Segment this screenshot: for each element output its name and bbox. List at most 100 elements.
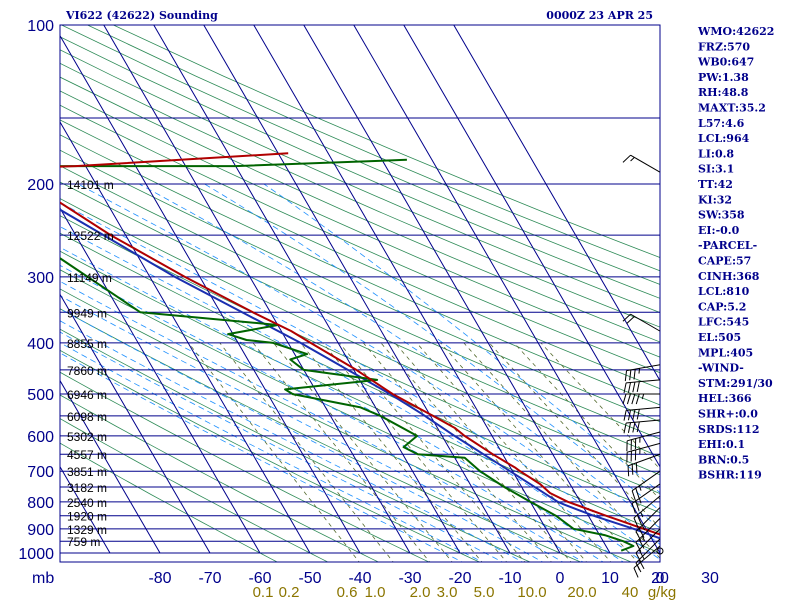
dry-adiabat-line <box>113 25 660 258</box>
isotherm-line <box>453 25 660 382</box>
pressure-axis: 100 200 300 400 500 600 700 800 900 1000 <box>18 18 54 563</box>
index-line: MPL:405 <box>698 346 753 359</box>
index-line: LFC:545 <box>698 316 749 329</box>
mixing-ratio-line <box>322 342 508 562</box>
pressure-tick-label: 300 <box>27 270 54 287</box>
wind-barb <box>622 154 661 173</box>
dry-adiabat-line <box>60 49 660 314</box>
mixing-ratio-axis: 0.1 0.2 0.6 1.0 2.0 3.0 5.0 10.0 20.0 40 g/kg <box>253 584 677 600</box>
wind-barb <box>635 538 661 573</box>
height-label: 6098 m <box>67 410 107 424</box>
height-label: 6946 m <box>67 388 107 402</box>
dry-adiabat-line <box>60 90 660 358</box>
height-label: 2540 m <box>67 496 107 510</box>
height-label: 1329 m <box>67 523 107 537</box>
isotherm-line <box>60 379 161 554</box>
index-line: STM:291/30 <box>698 377 773 390</box>
surface-wind-marker <box>656 547 664 555</box>
wind-barb <box>631 470 661 501</box>
index-line: BSHR:119 <box>698 469 762 482</box>
height-label: 8855 m <box>67 337 107 351</box>
pressure-tick-label: 200 <box>27 177 54 194</box>
moist-adiabat-line <box>60 308 544 562</box>
moist-adiabat-line <box>60 280 584 562</box>
wind-barb <box>631 483 661 514</box>
moist-adiabat-line <box>60 246 624 562</box>
index-line: KI:32 <box>698 193 732 206</box>
mixing-ratio-unit-label: g/kg <box>648 584 676 600</box>
temperature-tick-label: -70 <box>198 570 221 587</box>
index-line: LCL:810 <box>698 285 750 298</box>
pressure-tick-label: 600 <box>27 429 54 446</box>
temperature-trace-line <box>60 152 660 536</box>
isotherm-line <box>60 120 311 554</box>
index-line: SHR+:0.0 <box>698 408 758 421</box>
index-line: SRDS:112 <box>698 423 760 436</box>
index-line: -PARCEL- <box>698 239 757 252</box>
index-line: MAXT:35.2 <box>698 102 766 115</box>
pressure-unit-label: mb <box>32 570 54 587</box>
pressure-tick-label: 800 <box>27 495 54 512</box>
index-line: L57:4.6 <box>698 117 745 130</box>
dry-adiabat-line <box>60 36 660 299</box>
height-label: 4557 m <box>67 448 107 462</box>
pressure-tick-label: 900 <box>27 522 54 539</box>
moist-adiabat-line <box>60 320 524 562</box>
height-label: 14101 m <box>67 178 114 192</box>
moist-adiabat-line <box>60 295 564 562</box>
dry-adiabat-line <box>60 165 660 440</box>
index-line: RH:48.8 <box>698 86 749 99</box>
isotherm-line <box>403 25 660 468</box>
dry-adiabat-line <box>60 349 481 562</box>
mixing-ratio-tick-label: 0.2 <box>279 584 300 600</box>
wind-barb <box>635 507 661 541</box>
height-label: 7860 m <box>67 364 107 378</box>
dry-adiabat-line <box>60 371 430 562</box>
moist-adiabat-line <box>138 183 660 529</box>
temperature-tick-label: -40 <box>348 570 371 587</box>
height-label: 3851 m <box>67 465 107 479</box>
dry-adiabats <box>60 25 660 562</box>
moist-adiabat-line <box>60 226 645 562</box>
index-line: -WIND- <box>698 362 744 375</box>
dry-adiabat-line <box>60 119 660 390</box>
mixing-ratio-line <box>273 342 453 562</box>
plot-frame <box>59 24 661 563</box>
index-line: WMO:42622 <box>697 25 774 38</box>
pressure-tick-label: 500 <box>27 387 54 404</box>
moist-adiabat-line <box>204 183 660 512</box>
mixing-ratio-tick-label: 5.0 <box>474 584 495 600</box>
wind-barb <box>622 393 660 405</box>
dry-adiabat-line <box>87 25 660 272</box>
isotherm-line <box>103 25 411 554</box>
wind-barb <box>623 419 661 434</box>
dry-adiabat-line <box>60 149 660 423</box>
temperature-tick-label: -30 <box>398 570 421 587</box>
sounding-profiles <box>60 152 660 552</box>
pressure-tick-label: 1000 <box>18 546 54 563</box>
mixing-ratio-tick-label: 0.1 <box>253 584 274 600</box>
index-line: EL:505 <box>698 331 741 344</box>
isotherm-line <box>0 25 10 553</box>
wind-barb <box>622 313 661 332</box>
index-line: CAP:5.2 <box>698 300 746 313</box>
mixing-ratio-line <box>219 342 394 562</box>
mixing-ratio-line <box>513 342 660 500</box>
dry-adiabat-line <box>60 250 660 533</box>
dry-adiabat-line <box>60 104 660 374</box>
moist-adiabat-line <box>60 202 660 561</box>
height-labels: 14101 m 12522 m 11149 m 9949 m 8855 m 7860 m 6… <box>67 178 114 549</box>
mixing-ratio-tick-label: 20.0 <box>567 584 596 600</box>
moist-adiabat-line <box>60 264 604 562</box>
index-line: CAPE:57 <box>698 255 751 268</box>
dry-adiabat-line <box>60 418 329 562</box>
mixing-ratio-tick-label: 40 <box>622 584 639 600</box>
height-label: 9949 m <box>67 306 107 320</box>
index-line: EHI:0.1 <box>698 438 745 451</box>
temperature-tick-label: 10 <box>601 570 619 587</box>
wind-barb <box>635 518 661 552</box>
isotherm-line <box>203 25 511 554</box>
dry-adiabat-line <box>60 269 660 554</box>
parcel-trace-line <box>60 208 660 540</box>
